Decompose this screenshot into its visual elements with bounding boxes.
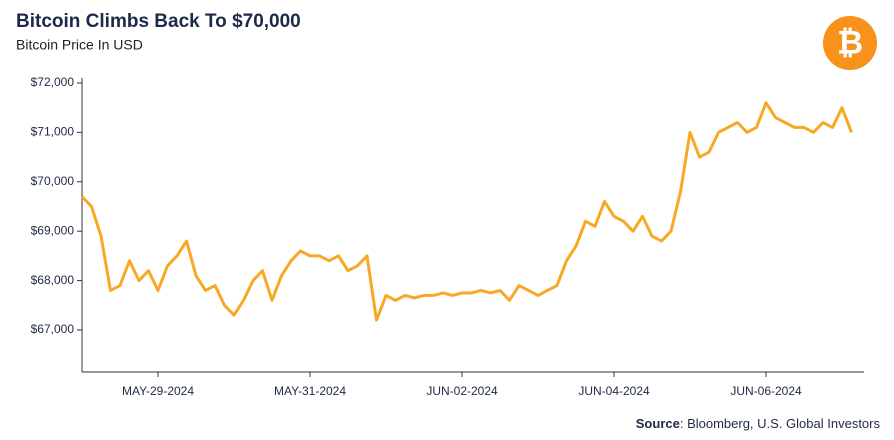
x-tick-label: JUN-04-2024 <box>578 384 650 398</box>
source-text: : Bloomberg, U.S. Global Investors <box>680 416 881 431</box>
source-note: Source: Bloomberg, U.S. Global Investors <box>636 416 881 431</box>
x-tick-label: JUN-02-2024 <box>426 384 498 398</box>
chart-subtitle: Bitcoin Price In USD <box>16 37 143 53</box>
y-tick-label: $70,000 <box>31 174 75 188</box>
y-tick-label: $69,000 <box>31 223 75 237</box>
price-line <box>80 101 853 322</box>
chart-title: Bitcoin Climbs Back To $70,000 <box>16 11 301 32</box>
x-tick-label: MAY-29-2024 <box>122 384 194 398</box>
y-tick-label: $71,000 <box>31 125 75 139</box>
bitcoin-logo <box>823 16 877 70</box>
y-tick-label: $72,000 <box>31 75 75 89</box>
y-tick-label: $68,000 <box>31 273 75 287</box>
x-tick-label: MAY-31-2024 <box>274 384 346 398</box>
source-label: Source <box>636 416 680 431</box>
x-tick-label: JUN-06-2024 <box>730 384 802 398</box>
y-tick-label: $67,000 <box>31 322 75 336</box>
bitcoin-logo-symbol: ₿ <box>837 24 863 60</box>
